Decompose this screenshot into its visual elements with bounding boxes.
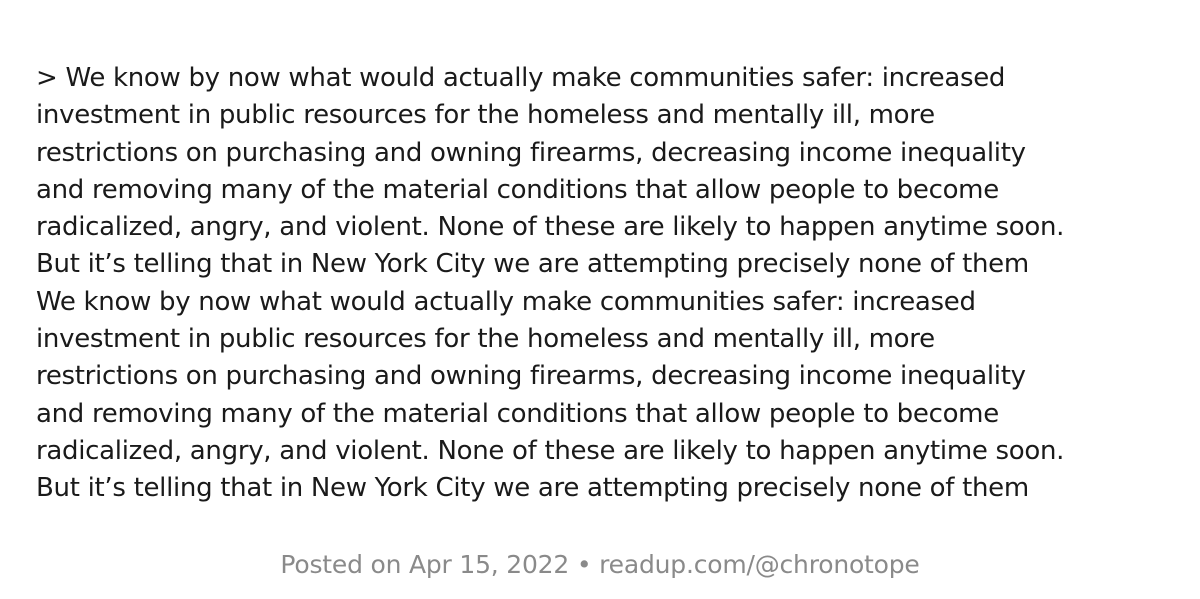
quote-line: investment in public resources for the h… — [36, 100, 935, 131]
quote-line: restrictions on purchasing and owning fi… — [36, 137, 1026, 168]
quote-line: radicalized, angry, and violent. None of… — [36, 435, 1065, 466]
quote-line: and removing many of the material condit… — [36, 174, 999, 205]
quote-line: restrictions on purchasing and owning fi… — [36, 361, 1026, 392]
quote-line: investment in public resources for the h… — [36, 324, 935, 355]
quote-line: But it’s telling that in New York City w… — [36, 249, 1029, 280]
quote-line: We know by now what would actually make … — [36, 286, 976, 317]
quote-line: and removing many of the material condit… — [36, 398, 999, 429]
quote-line: > We know by now what would actually mak… — [36, 63, 1006, 93]
quote-line: But it’s telling that in New York City w… — [36, 473, 1029, 504]
quote-line: radicalized, angry, and violent. None of… — [36, 212, 1065, 243]
quote-text: > We know by now what would actually mak… — [36, 60, 1176, 508]
post-footer: Posted on Apr 15, 2022 • readup.com/@chr… — [280, 550, 920, 579]
